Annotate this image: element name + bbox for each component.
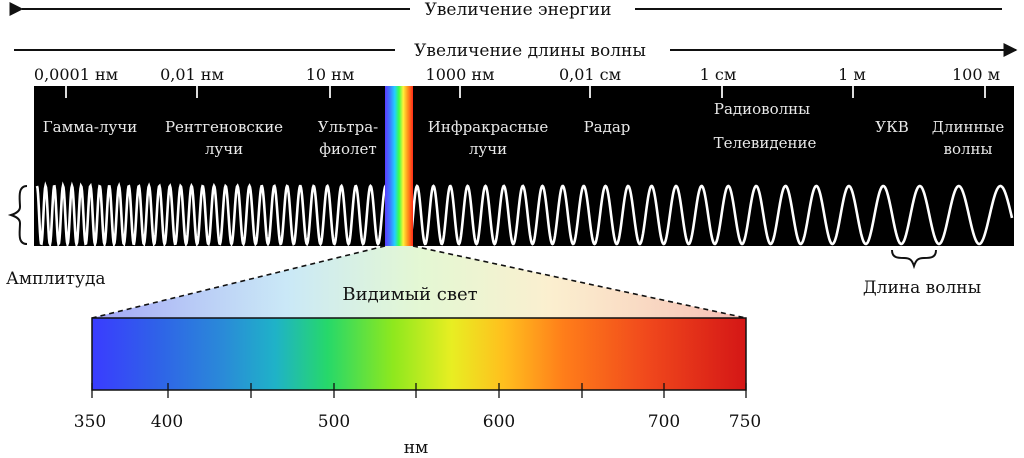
band-label-long-2: волны (944, 140, 993, 158)
band-label-gamma: Гамма-лучи (43, 118, 138, 136)
band-label-xray-1: Рентгеновские (165, 118, 283, 136)
spectrum-tick-label: 350 (74, 412, 106, 432)
visible-light-strip (385, 86, 413, 246)
energy-label: Увеличение энергии (425, 0, 612, 20)
visible-light-label: Видимый свет (342, 284, 477, 305)
scale-tick-label: 0,01 нм (160, 65, 224, 84)
scale-tick-label: 1000 нм (426, 65, 495, 84)
wavelength-brace (891, 249, 937, 270)
spectrum-tick-label: 750 (729, 412, 761, 432)
spectrum-minor-ticks (91, 383, 747, 398)
band-label-uv-2: фиолет (319, 140, 376, 158)
scale-tick-label: 1 см (700, 65, 737, 84)
scale-tick-label: 0,0001 нм (34, 65, 118, 84)
spectrum-tick-label: 500 (318, 412, 350, 432)
spectrum-tick-label: 700 (648, 412, 680, 432)
band-label-uv-1: Ультра- (318, 118, 378, 136)
band-label-xray-2: лучи (205, 140, 243, 158)
scale-tick-label: 0,01 см (559, 65, 621, 84)
band-label-long-1: Длинные (932, 118, 1005, 136)
scale-tick-label: 1 м (838, 65, 866, 84)
band-label-vhf: УКВ (875, 118, 908, 136)
amplitude-brace (7, 185, 28, 245)
scale-tick-label: 100 м (952, 65, 1000, 84)
band-label-ir-2: лучи (469, 140, 507, 158)
wavelength-marker-label: Длина волны (863, 278, 981, 298)
spectrum-band (34, 86, 1014, 246)
wavelength-increase-label: Увеличение длины волны (414, 41, 646, 61)
fan-edge-right (412, 245, 747, 319)
band-label-radio: Радиоволны (714, 100, 810, 118)
scale-ticks: 0,0001 нм 0,01 нм 10 нм 1000 нм 0,01 см … (34, 65, 1000, 84)
visible-spectrum-bar (91, 317, 747, 391)
band-tick-marks (65, 86, 986, 98)
wave-line (35, 181, 1014, 249)
spectrum-tick-label: 400 (151, 412, 183, 432)
band-label-tv: Телевидение (714, 134, 817, 152)
band-label-ir-1: Инфракрасные (428, 118, 549, 136)
scale-tick-label: 10 нм (306, 65, 355, 84)
spectrum-unit-label: нм (404, 438, 429, 458)
visible-light-fan (92, 246, 746, 318)
spectrum-tick-label: 600 (483, 412, 515, 432)
band-label-radar: Радар (584, 118, 631, 136)
spectrum-tick-labels: 350 400 500 600 700 750 (74, 412, 761, 432)
band-labels: Гамма-лучи Рентгеновские лучи Ультра- фи… (43, 100, 1005, 158)
amplitude-label: Амплитуда (6, 269, 106, 289)
